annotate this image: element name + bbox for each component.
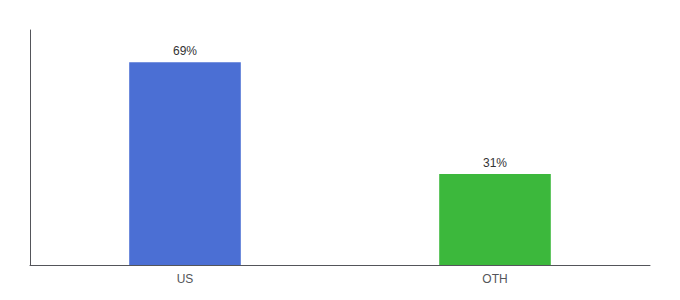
svg-text:US: US xyxy=(177,272,194,286)
svg-text:OTH: OTH xyxy=(482,272,507,286)
svg-text:69%: 69% xyxy=(173,44,197,58)
svg-text:31%: 31% xyxy=(483,156,507,170)
